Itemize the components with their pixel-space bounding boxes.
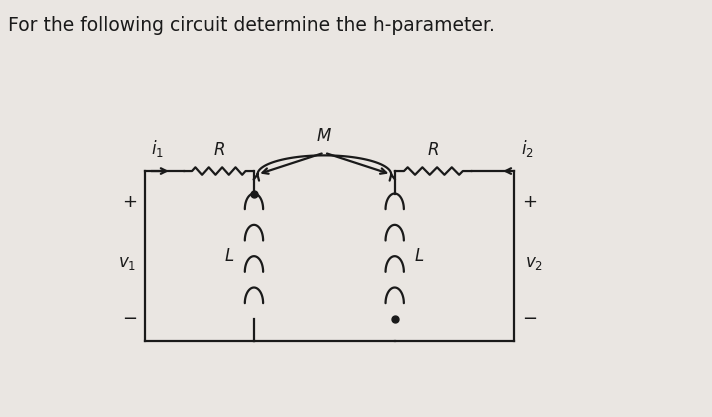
Text: $R$: $R$ xyxy=(213,141,225,159)
Text: $M$: $M$ xyxy=(316,127,333,145)
Text: $v_2$: $v_2$ xyxy=(525,254,543,272)
Text: $+$: $+$ xyxy=(522,193,538,211)
Text: For the following circuit determine the h-parameter.: For the following circuit determine the … xyxy=(8,16,495,35)
Text: $i_2$: $i_2$ xyxy=(521,138,534,159)
Text: $v_1$: $v_1$ xyxy=(118,254,137,272)
Text: $L$: $L$ xyxy=(224,247,234,265)
Text: $-$: $-$ xyxy=(122,309,137,327)
Text: $-$: $-$ xyxy=(522,309,538,327)
Text: $i_1$: $i_1$ xyxy=(151,138,164,159)
Text: $R$: $R$ xyxy=(427,141,439,159)
Text: $+$: $+$ xyxy=(122,193,137,211)
Text: $L$: $L$ xyxy=(414,247,424,265)
